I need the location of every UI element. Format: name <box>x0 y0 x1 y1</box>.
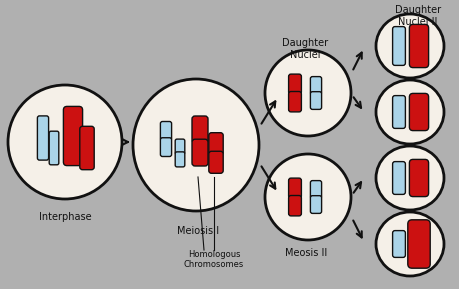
FancyBboxPatch shape <box>160 121 171 140</box>
FancyBboxPatch shape <box>310 181 321 198</box>
FancyBboxPatch shape <box>310 77 321 94</box>
Ellipse shape <box>133 79 258 211</box>
FancyBboxPatch shape <box>49 131 59 165</box>
FancyBboxPatch shape <box>63 106 83 166</box>
FancyBboxPatch shape <box>392 231 404 257</box>
Text: Daughter
Nuclei II: Daughter Nuclei II <box>394 5 440 27</box>
FancyBboxPatch shape <box>208 133 223 155</box>
FancyBboxPatch shape <box>191 139 207 166</box>
FancyBboxPatch shape <box>409 160 428 197</box>
Text: Meiosis I: Meiosis I <box>177 226 218 236</box>
Ellipse shape <box>264 50 350 136</box>
FancyBboxPatch shape <box>191 116 207 143</box>
FancyBboxPatch shape <box>409 93 428 131</box>
FancyBboxPatch shape <box>392 162 404 194</box>
FancyBboxPatch shape <box>310 92 321 110</box>
FancyBboxPatch shape <box>79 126 94 170</box>
FancyBboxPatch shape <box>160 138 171 157</box>
FancyBboxPatch shape <box>208 151 223 173</box>
FancyBboxPatch shape <box>175 139 185 154</box>
FancyBboxPatch shape <box>175 152 185 167</box>
FancyBboxPatch shape <box>288 178 301 199</box>
Text: Daughter
Nuclei: Daughter Nuclei <box>281 38 327 60</box>
FancyBboxPatch shape <box>37 116 49 160</box>
FancyBboxPatch shape <box>407 220 429 268</box>
FancyBboxPatch shape <box>409 24 428 68</box>
FancyBboxPatch shape <box>392 27 404 65</box>
Text: Homologous
Chromosomes: Homologous Chromosomes <box>184 250 244 269</box>
Text: Interphase: Interphase <box>39 212 91 222</box>
FancyBboxPatch shape <box>288 92 301 112</box>
Ellipse shape <box>264 154 350 240</box>
Ellipse shape <box>375 80 443 144</box>
Text: Meosis II: Meosis II <box>284 248 326 258</box>
FancyBboxPatch shape <box>288 195 301 216</box>
Ellipse shape <box>375 14 443 78</box>
Ellipse shape <box>8 85 122 199</box>
Ellipse shape <box>375 212 443 276</box>
FancyBboxPatch shape <box>310 196 321 213</box>
FancyBboxPatch shape <box>392 96 404 128</box>
Ellipse shape <box>375 146 443 210</box>
FancyBboxPatch shape <box>288 74 301 95</box>
